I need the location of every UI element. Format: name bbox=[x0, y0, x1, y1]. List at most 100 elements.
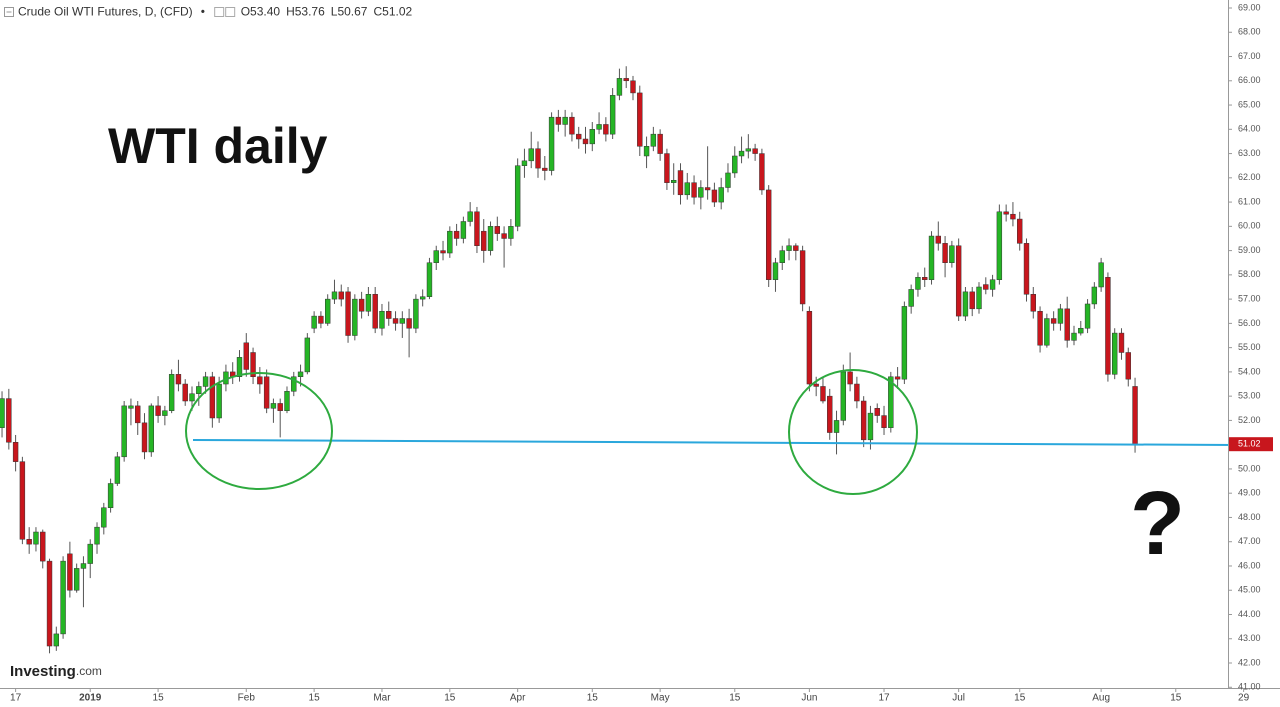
candle-body bbox=[155, 405, 161, 416]
candle-body bbox=[1105, 277, 1111, 375]
candle-body bbox=[942, 243, 948, 263]
candle-body bbox=[501, 233, 507, 239]
candle-body bbox=[1091, 286, 1098, 305]
candle-body bbox=[46, 560, 53, 647]
candle-body bbox=[481, 230, 487, 251]
y-tick-label: 47.00 bbox=[1238, 536, 1261, 546]
candle-body bbox=[216, 383, 222, 419]
y-tick-label: 68.00 bbox=[1238, 27, 1261, 37]
candle-body bbox=[874, 408, 880, 416]
x-tick-label: 15 bbox=[587, 693, 599, 704]
candle-body bbox=[447, 230, 453, 254]
candle-body bbox=[888, 376, 894, 428]
candle-body bbox=[996, 211, 1003, 280]
candle-body bbox=[555, 116, 562, 125]
candle-body bbox=[1132, 386, 1138, 445]
candle-body bbox=[121, 405, 127, 458]
y-tick-label: 67.00 bbox=[1238, 51, 1261, 61]
candle-body bbox=[569, 116, 575, 135]
candle-body bbox=[250, 352, 256, 378]
candle-body bbox=[704, 187, 711, 191]
candle-body bbox=[12, 442, 19, 462]
candle-body bbox=[331, 291, 338, 300]
candle-body bbox=[168, 374, 175, 411]
y-tick-label: 61.00 bbox=[1238, 196, 1261, 206]
candle-body bbox=[989, 279, 996, 290]
candle-body bbox=[365, 294, 372, 312]
candle-body bbox=[406, 318, 412, 329]
candle-body bbox=[521, 160, 528, 166]
candle-body bbox=[596, 124, 602, 130]
header-field: O53.40 bbox=[241, 5, 281, 19]
x-tick-label: Jun bbox=[801, 693, 817, 704]
candle-body bbox=[745, 148, 752, 152]
candle-body bbox=[141, 422, 148, 453]
x-tick-label: Aug bbox=[1092, 693, 1110, 704]
candle-body bbox=[0, 398, 5, 428]
candle-body bbox=[677, 170, 684, 196]
candle-body bbox=[1037, 310, 1043, 346]
candle-body bbox=[759, 153, 765, 191]
candles bbox=[0, 66, 1138, 654]
candle-body bbox=[107, 483, 114, 509]
circle-annotation bbox=[788, 369, 918, 495]
candle-body bbox=[691, 182, 697, 198]
candle-body bbox=[643, 146, 650, 157]
brand: Investing.com bbox=[10, 663, 102, 680]
y-tick-label: 62.00 bbox=[1238, 172, 1261, 182]
candle-body bbox=[833, 420, 840, 433]
x-tick-label: May bbox=[651, 693, 670, 704]
candle-body bbox=[772, 262, 779, 280]
candle-body bbox=[860, 400, 867, 441]
candle-body bbox=[460, 221, 467, 239]
y-tick-label: 63.00 bbox=[1238, 148, 1261, 158]
candle-body bbox=[752, 148, 758, 154]
candle-body bbox=[291, 376, 297, 392]
last-price-label: 51.02 bbox=[1238, 439, 1261, 449]
candle-body bbox=[243, 342, 249, 370]
candle-body bbox=[440, 250, 446, 254]
candle-body bbox=[1125, 352, 1131, 380]
candle-body bbox=[386, 310, 392, 319]
candle-body bbox=[854, 383, 860, 402]
candle-body bbox=[80, 563, 87, 569]
header-title: Crude Oil WTI Futures, D, (CFD) bbox=[18, 5, 193, 19]
candle-body bbox=[867, 412, 874, 441]
candle-body bbox=[915, 277, 921, 290]
x-tick-label: Mar bbox=[373, 693, 391, 704]
candle-body bbox=[311, 315, 317, 329]
y-tick-label: 41.00 bbox=[1238, 682, 1261, 692]
collapse-icon[interactable] bbox=[4, 7, 14, 17]
candle-body bbox=[799, 250, 806, 305]
x-tick-label: 15 bbox=[1014, 693, 1026, 704]
candle-body bbox=[894, 376, 901, 380]
candle-body bbox=[922, 277, 928, 280]
candle-body bbox=[637, 92, 643, 147]
x-tick-label: Feb bbox=[238, 693, 256, 704]
x-tick-label: 29 bbox=[1238, 693, 1250, 704]
x-tick-label: 17 bbox=[10, 693, 22, 704]
candle-body bbox=[630, 80, 636, 94]
candle-body bbox=[1003, 211, 1009, 215]
candle-body bbox=[820, 386, 826, 402]
candle-body bbox=[1078, 327, 1084, 334]
candle-body bbox=[345, 291, 351, 336]
candle-body bbox=[847, 371, 853, 385]
candle-body bbox=[263, 376, 270, 409]
candle-body bbox=[101, 507, 107, 528]
candle-body bbox=[793, 245, 799, 251]
y-tick-label: 64.00 bbox=[1238, 124, 1261, 134]
candle-body bbox=[1017, 218, 1023, 244]
candle-body bbox=[182, 383, 188, 402]
last-price-box bbox=[1229, 437, 1273, 452]
x-tick-label: Apr bbox=[510, 693, 526, 704]
y-tick-label: 57.00 bbox=[1238, 293, 1261, 303]
x-tick-label: 15 bbox=[153, 693, 165, 704]
candle-body bbox=[806, 310, 813, 385]
candle-body bbox=[494, 226, 500, 234]
candle-body bbox=[840, 371, 847, 421]
candle-body bbox=[508, 226, 514, 239]
candle-body bbox=[19, 461, 26, 540]
field-value: 51.02 bbox=[382, 5, 412, 19]
candle-body bbox=[1118, 332, 1125, 353]
